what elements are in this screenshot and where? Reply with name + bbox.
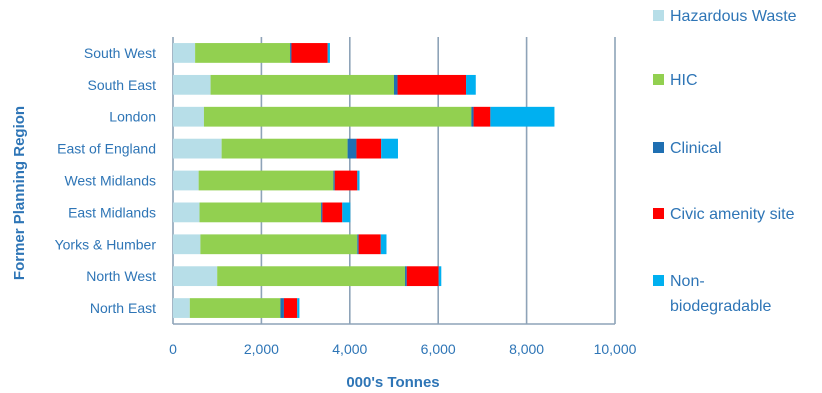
bar-east-of-england-hic	[221, 138, 348, 159]
bar-south-east-hic	[210, 74, 394, 95]
bar-south-west-clinical	[290, 43, 292, 63]
legend-swatch	[653, 275, 664, 286]
bar-north-west-clinical	[405, 266, 407, 287]
x-tick-label: 2,000	[244, 341, 279, 357]
category-label: East of England	[57, 141, 156, 157]
bar-north-west-civic-amenity-site	[406, 266, 439, 287]
bar-north-east-clinical	[280, 298, 284, 318]
bar-yorks-humber-hic	[200, 234, 358, 255]
bar-east-midlands-civic-amenity-site	[322, 202, 343, 223]
bar-north-west-hazardous-waste	[173, 266, 218, 287]
legend-entry: HIC	[670, 72, 698, 89]
legend: Hazardous Waste HIC Clinical Civic amenity …	[653, 8, 797, 315]
x-tick-label: 6,000	[421, 341, 456, 357]
bar-north-west-hic	[217, 266, 406, 287]
bar-south-east-clinical	[394, 74, 398, 95]
legend-entry: Hazardous Waste	[670, 8, 797, 25]
category-label: East Midlands	[68, 204, 156, 220]
bar-north-west-non-biodegradable	[438, 266, 442, 287]
bar-south-west-hic	[195, 43, 291, 63]
bar-south-east-civic-amenity-site	[397, 74, 467, 95]
category-label: North East	[90, 300, 156, 316]
bar-east-midlands-non-biodegradable	[342, 202, 351, 223]
legend-entry: Clinical	[670, 140, 722, 157]
bar-yorks-humber-non-biodegradable	[380, 234, 387, 255]
x-tick-label: 0	[169, 341, 177, 357]
bar-south-east-hazardous-waste	[173, 74, 211, 95]
x-axis-title: 000's Tonnes	[346, 374, 439, 391]
category-label: London	[109, 109, 156, 125]
bar-south-west-non-biodegradable	[327, 43, 330, 63]
bar-yorks-humber-clinical	[357, 234, 359, 255]
bar-south-west-hazardous-waste	[173, 43, 196, 63]
bar-south-east-non-biodegradable	[466, 74, 476, 95]
bar-east-midlands-clinical	[321, 202, 323, 223]
y-axis-title: Former Planning Region	[11, 106, 28, 280]
bar-east-of-england-hazardous-waste	[173, 138, 222, 159]
bar-west-midlands-civic-amenity-site	[334, 170, 358, 191]
bar-london-hazardous-waste	[173, 106, 204, 127]
bar-london-civic-amenity-site	[473, 106, 491, 127]
bar-east-midlands-hic	[199, 202, 322, 223]
x-tick-labels: 0 2,000 4,000 6,000 8,000 10,000	[169, 341, 637, 357]
bars	[173, 43, 555, 318]
bar-east-of-england-non-biodegradable	[381, 138, 398, 159]
bar-west-midlands-non-biodegradable	[357, 170, 360, 191]
bar-london-clinical	[471, 106, 474, 127]
legend-swatch	[653, 10, 664, 21]
bar-west-midlands-hic	[198, 170, 334, 191]
category-label: Yorks & Humber	[55, 236, 157, 252]
category-labels: South West South East London East of Englan…	[55, 45, 157, 316]
bar-west-midlands-clinical	[333, 170, 335, 191]
bar-east-of-england-civic-amenity-site	[356, 138, 382, 159]
bar-north-east-hazardous-waste	[173, 298, 190, 318]
bar-east-of-england-clinical	[347, 138, 357, 159]
bar-east-midlands-hazardous-waste	[173, 202, 200, 223]
category-label: South West	[84, 45, 156, 61]
bar-north-east-non-biodegradable	[297, 298, 300, 318]
x-tick-label: 4,000	[332, 341, 367, 357]
legend-entry: Non-biodegradable	[670, 273, 772, 315]
bar-south-west-civic-amenity-site	[291, 43, 328, 63]
x-tick-label: 8,000	[509, 341, 544, 357]
bar-yorks-humber-hazardous-waste	[173, 234, 201, 255]
legend-swatch	[653, 74, 664, 85]
bar-north-east-civic-amenity-site	[283, 298, 298, 318]
bar-north-east-hic	[189, 298, 281, 318]
category-label: West Midlands	[64, 173, 156, 189]
bar-yorks-humber-civic-amenity-site	[358, 234, 381, 255]
bar-london-hic	[203, 106, 472, 127]
bar-west-midlands-hazardous-waste	[173, 170, 199, 191]
legend-swatch	[653, 208, 664, 219]
legend-entry: Civic amenity site	[670, 206, 795, 223]
legend-swatch	[653, 142, 664, 153]
bar-london-non-biodegradable	[490, 106, 555, 127]
x-tick-label: 10,000	[594, 341, 637, 357]
category-label: South East	[88, 77, 157, 93]
category-label: North West	[86, 268, 156, 284]
